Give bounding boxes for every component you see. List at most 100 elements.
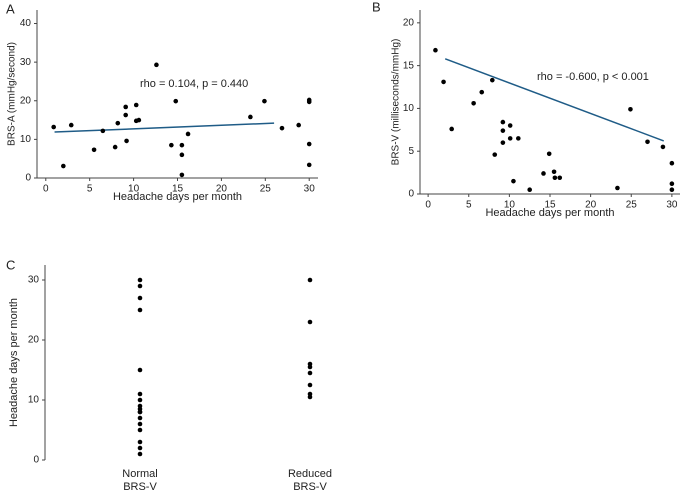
- point: [669, 181, 675, 187]
- point: [507, 136, 513, 141]
- y-tick-label: 20: [20, 95, 32, 106]
- x-tick-label: 25: [626, 200, 638, 211]
- point: [492, 152, 498, 157]
- point: [507, 123, 513, 128]
- point: [279, 125, 285, 131]
- y-tick-label: 10: [403, 103, 415, 114]
- point: [660, 144, 666, 150]
- point: [115, 120, 121, 126]
- point: [449, 126, 454, 132]
- annotation: rho = -0.600, p < 0.001: [537, 71, 649, 83]
- annotation: rho = 0.104, p = 0.440: [140, 78, 248, 90]
- point: [645, 139, 650, 145]
- y-tick-label: 5: [408, 146, 414, 157]
- point: [137, 439, 143, 445]
- point: [262, 98, 267, 104]
- y-tick-label: 0: [408, 189, 414, 200]
- point: [136, 117, 142, 123]
- y-tick-label: 40: [20, 18, 32, 29]
- point: [307, 382, 313, 388]
- point: [490, 77, 495, 83]
- fit-line: [54, 122, 275, 133]
- point: [179, 142, 185, 148]
- point: [307, 394, 313, 400]
- point: [124, 138, 129, 144]
- point: [137, 397, 143, 403]
- point: [306, 162, 312, 168]
- point: [306, 141, 312, 147]
- point: [306, 97, 312, 103]
- point: [137, 391, 143, 397]
- x-tick-label: 10: [128, 184, 140, 195]
- y-axis-label: Headache days per month: [8, 298, 20, 427]
- x-tick-label: 30: [666, 200, 678, 211]
- y-tick-label: 30: [20, 57, 32, 68]
- x-tick-label: 20: [216, 184, 228, 195]
- x-tick-label: 15: [172, 184, 184, 195]
- point: [100, 128, 106, 134]
- point: [307, 277, 313, 283]
- x-axis-label: Headache days per month: [113, 191, 242, 203]
- point: [133, 102, 139, 108]
- point: [179, 172, 185, 178]
- x-tick-label: 5: [466, 200, 472, 211]
- point: [541, 171, 546, 176]
- point: [137, 415, 143, 421]
- x-tick-label: 15: [544, 200, 556, 211]
- x-tick-label: Normal BRS-V: [122, 468, 157, 493]
- point: [615, 185, 620, 191]
- point: [137, 295, 143, 301]
- x-tick-label: Reduced BRS-V: [288, 468, 332, 493]
- point: [471, 100, 476, 106]
- x-tick-label: 0: [425, 200, 431, 211]
- point: [500, 128, 506, 133]
- y-tick-label: 10: [20, 134, 32, 145]
- point: [551, 169, 557, 175]
- point: [61, 163, 66, 169]
- point: [511, 178, 516, 184]
- point: [91, 147, 97, 153]
- point: [137, 421, 143, 427]
- y-tick-label: 20: [28, 335, 40, 346]
- point: [137, 409, 143, 415]
- point: [123, 112, 128, 118]
- x-tick-label: 5: [87, 184, 93, 195]
- x-tick-label: 30: [304, 184, 316, 195]
- point: [137, 427, 143, 433]
- point: [546, 151, 552, 157]
- point: [516, 136, 521, 141]
- x-tick-label: 0: [43, 184, 49, 195]
- point: [169, 142, 174, 148]
- point: [137, 367, 143, 373]
- point: [137, 451, 143, 457]
- point: [669, 160, 675, 166]
- point: [137, 307, 143, 313]
- point: [68, 122, 74, 128]
- panel-label: B: [372, 0, 381, 14]
- point: [248, 114, 253, 120]
- point: [154, 62, 159, 68]
- point: [296, 122, 301, 128]
- y-tick-label: 0: [33, 455, 39, 466]
- point: [433, 47, 438, 53]
- point: [557, 175, 563, 181]
- y-axis-label: BRS-A (mmHg/second): [7, 42, 18, 146]
- y-tick-label: 10: [28, 395, 40, 406]
- y-tick-label: 30: [28, 275, 40, 286]
- point: [51, 124, 56, 130]
- point: [628, 106, 633, 112]
- point: [441, 79, 446, 85]
- point: [307, 370, 313, 376]
- point: [307, 364, 313, 370]
- point: [123, 104, 128, 110]
- x-tick-label: 25: [260, 184, 272, 195]
- x-axis-label: Headache days per month: [485, 207, 614, 219]
- point: [173, 98, 179, 104]
- point: [500, 140, 506, 145]
- point: [307, 319, 313, 325]
- point: [137, 283, 143, 289]
- point: [479, 89, 485, 95]
- point: [137, 445, 143, 451]
- panel-label: C: [6, 257, 15, 272]
- point: [552, 175, 558, 181]
